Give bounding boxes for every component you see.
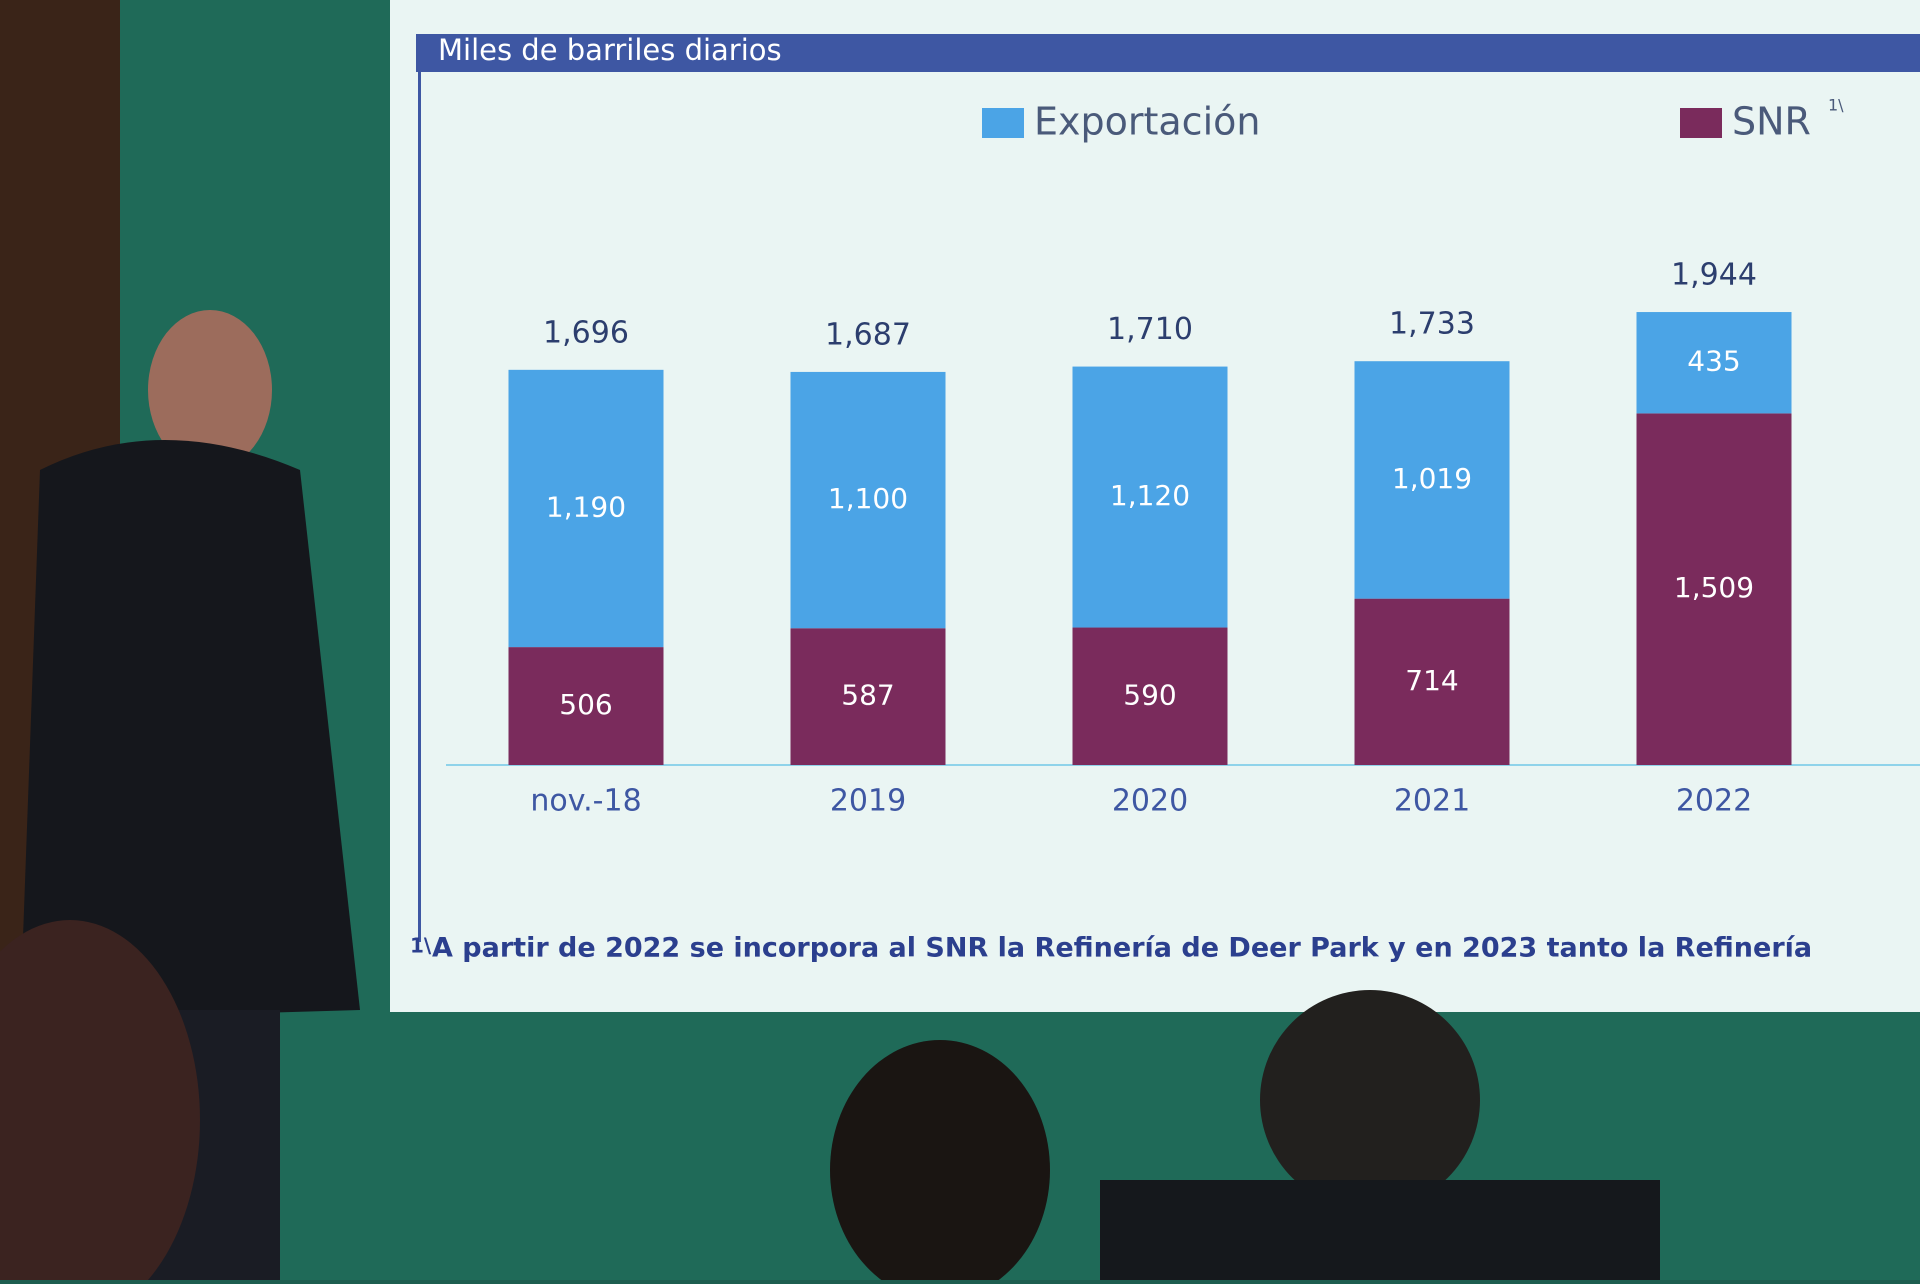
audience: [0, 920, 1660, 1284]
bar-segment: [1354, 361, 1510, 599]
total-label: 1,687: [825, 317, 911, 352]
x-tick-label: 2021: [1394, 784, 1470, 819]
value-label: 714: [1405, 664, 1458, 697]
value-label: 1,019: [1392, 462, 1472, 495]
value-label: 1,100: [828, 482, 908, 515]
legend-label: SNR: [1732, 100, 1811, 144]
value-label: 1,190: [546, 490, 626, 523]
bar-segment: [1636, 413, 1792, 765]
x-tick-label: nov.-18: [530, 784, 641, 819]
value-label: 590: [1123, 678, 1176, 711]
header-bar: [416, 34, 1920, 72]
presenter: [20, 310, 360, 1280]
total-label: 1,944: [1671, 258, 1757, 293]
bar-segment: [790, 371, 946, 629]
legend-note: 1\: [1828, 96, 1844, 115]
frame-line: [418, 72, 421, 942]
legend-swatch: [982, 108, 1024, 138]
bar-segment: [1072, 366, 1228, 628]
bar-segment: [1072, 627, 1228, 765]
bar-segment: [1354, 598, 1510, 765]
x-tick-label: 2020: [1112, 784, 1188, 819]
value-label: 1,120: [1110, 479, 1190, 512]
footnote-marker: 1\: [410, 934, 432, 958]
x-tick-label: 2022: [1676, 784, 1752, 819]
total-label: 1,710: [1107, 312, 1193, 347]
total-label: 1,696: [543, 315, 629, 350]
legend-label: Exportación: [1034, 100, 1260, 144]
value-label: 1,509: [1674, 571, 1754, 604]
total-label: 1,733: [1389, 307, 1475, 342]
bar-segment: [1636, 312, 1792, 414]
bar-segment: [790, 628, 946, 765]
chart-title: Miles de barriles diarios: [438, 33, 782, 67]
x-tick-label: 2019: [830, 784, 906, 819]
chart: 506 1,190 1,696 nov.-18 587 1,100 1,687 2019 590…: [508, 96, 1844, 819]
footnote: A partir de 2022 se incorpora al SNR la …: [432, 933, 1812, 964]
value-label: 435: [1687, 345, 1740, 378]
bar-segment: [508, 647, 664, 765]
value-label: 587: [841, 679, 894, 712]
bar-segment: [508, 369, 664, 648]
value-label: 506: [559, 688, 612, 721]
legend-swatch: [1680, 108, 1722, 138]
